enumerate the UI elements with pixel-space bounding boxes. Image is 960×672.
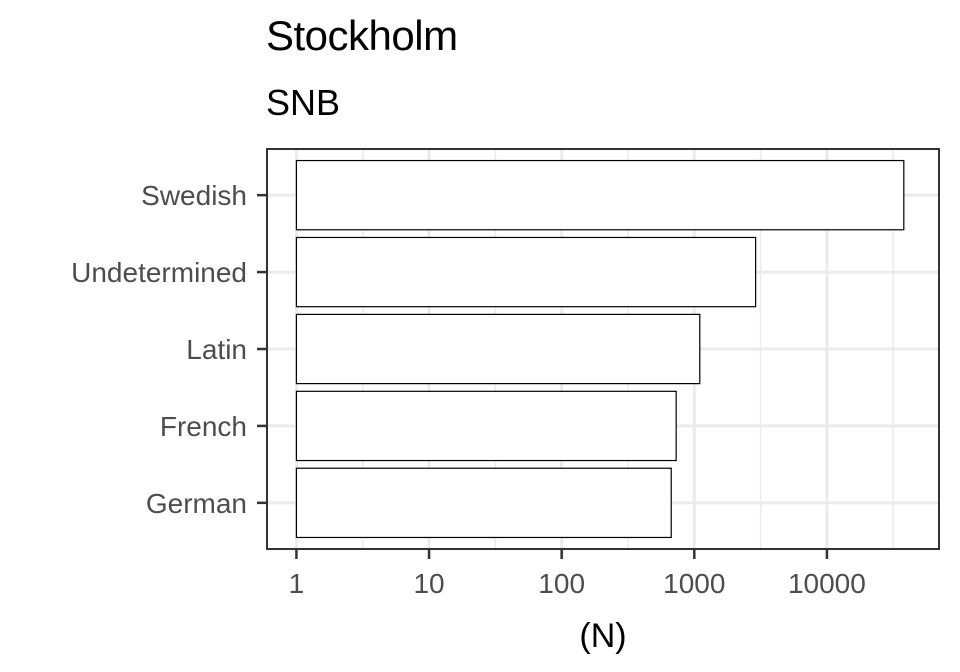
y-tick-label: Latin bbox=[186, 334, 247, 365]
bar-swedish bbox=[295, 159, 905, 231]
y-tick-label: German bbox=[146, 488, 247, 519]
bar-undetermined bbox=[295, 236, 757, 308]
chart-subtitle: SNB bbox=[266, 82, 341, 123]
x-tick-label: 100 bbox=[538, 568, 585, 599]
x-tick-label: 1 bbox=[289, 568, 305, 599]
chart-title: Stockholm bbox=[266, 12, 458, 59]
y-tick-label: Swedish bbox=[141, 180, 247, 211]
bar-latin bbox=[295, 313, 701, 385]
x-axis-title: (N) bbox=[579, 617, 626, 655]
bar-german bbox=[295, 467, 672, 539]
x-tick-label: 1000 bbox=[663, 568, 725, 599]
x-tick-label: 10000 bbox=[788, 568, 866, 599]
y-tick-label: Undetermined bbox=[71, 257, 247, 288]
y-tick-label: French bbox=[160, 411, 247, 442]
x-tick-label: 10 bbox=[413, 568, 444, 599]
bar-french bbox=[295, 390, 677, 462]
